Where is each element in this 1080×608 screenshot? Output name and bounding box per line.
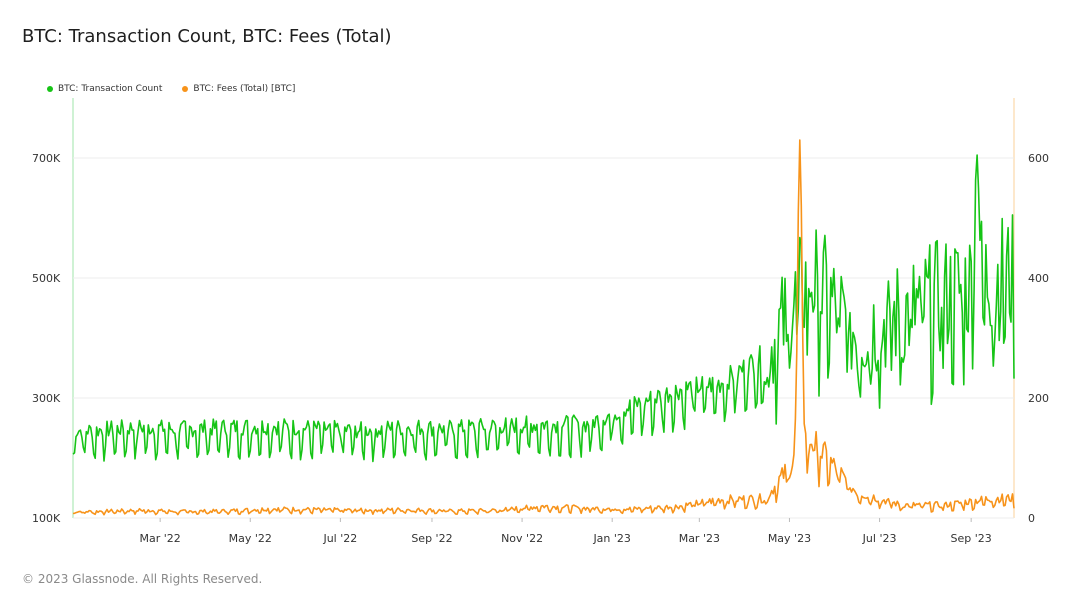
copyright-footer: © 2023 Glassnode. All Rights Reserved.: [22, 572, 263, 586]
y-right-tick-label: 400: [1028, 272, 1049, 285]
x-axis: Mar '22 May '22 Jul '22 Sep '22 Nov '22 Jan '…: [140, 518, 992, 545]
series-group: [72, 139, 1015, 516]
y-right-tick-label: 200: [1028, 392, 1049, 405]
chart-area: 100K 300K 500K 700K 0 200 400 600 Mar '22 May '…: [32, 98, 1049, 545]
x-tick-label: Jan '23: [592, 532, 630, 545]
x-tick-label: Mar '23: [679, 532, 720, 545]
x-tick-label: Jul '22: [322, 532, 357, 545]
series-line-transaction-count: [72, 154, 1015, 463]
x-tick-label: Mar '22: [140, 532, 181, 545]
series-line-fees-total: [72, 139, 1015, 516]
y-left-tick-label: 100K: [32, 512, 61, 525]
legend-dot-fees-total: [182, 86, 189, 92]
chart-title: BTC: Transaction Count, BTC: Fees (Total…: [22, 26, 392, 47]
legend-label-transaction-count: BTC: Transaction Count: [58, 84, 163, 94]
legend-dot-transaction-count: [47, 86, 53, 92]
y-right-tick-label: 600: [1028, 152, 1049, 165]
y-axis-right: 0 200 400 600: [1028, 152, 1049, 525]
legend-item-transaction-count[interactable]: BTC: Transaction Count: [47, 84, 162, 94]
legend-item-fees-total[interactable]: BTC: Fees (Total) [BTC]: [182, 84, 295, 94]
x-tick-label: Sep '22: [411, 532, 452, 545]
x-tick-label: Nov '22: [501, 532, 543, 545]
y-axis-left: 100K 300K 500K 700K: [32, 152, 61, 525]
y-left-tick-label: 300K: [32, 392, 61, 405]
legend-label-fees-total: BTC: Fees (Total) [BTC]: [193, 84, 296, 94]
y-left-tick-label: 500K: [32, 272, 61, 285]
x-tick-label: May '23: [768, 532, 811, 545]
x-tick-label: Jul '23: [862, 532, 897, 545]
y-right-tick-label: 0: [1028, 512, 1035, 525]
x-tick-label: Sep '23: [951, 532, 992, 545]
legend: BTC: Transaction Count BTC: Fees (Total)…: [47, 84, 295, 94]
y-left-tick-label: 700K: [32, 152, 61, 165]
x-tick-label: May '22: [229, 532, 272, 545]
